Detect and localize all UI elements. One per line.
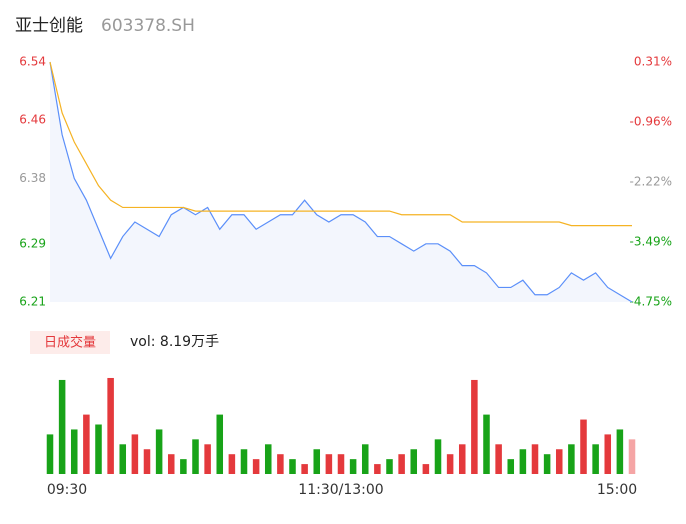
volume-bar — [543, 454, 551, 474]
volume-bar — [192, 439, 199, 474]
volume-bar — [167, 454, 175, 474]
volume-bar — [604, 434, 612, 474]
volume-bar — [46, 434, 54, 474]
volume-bar — [434, 439, 442, 474]
average-line — [49, 61, 632, 227]
y-tick-label: 6.54 — [19, 55, 46, 69]
volume-bar — [216, 414, 224, 474]
volume-bar — [458, 444, 466, 474]
volume-bar — [95, 424, 102, 474]
volume-title: 日成交量 — [44, 335, 96, 351]
volume-bar — [471, 379, 478, 474]
volume-bar — [446, 454, 454, 474]
volume-bar — [325, 454, 333, 474]
x-tick-label: 09:30 — [47, 482, 87, 498]
volume-bar — [155, 429, 163, 474]
volume-bar — [277, 454, 284, 474]
volume-bar — [531, 444, 539, 474]
volume-bar — [143, 449, 151, 474]
volume-bar — [337, 454, 345, 474]
volume-bar — [70, 429, 78, 474]
volume-bar — [264, 444, 272, 474]
volume-bar — [289, 459, 296, 474]
volume-bar — [507, 459, 515, 474]
volume-bar — [495, 444, 502, 474]
volume-bar — [410, 449, 418, 474]
volume-bar — [119, 444, 127, 474]
volume-bar — [349, 459, 357, 474]
volume-bar — [628, 439, 636, 474]
volume-bar — [252, 459, 260, 474]
volume-badge — [30, 331, 110, 354]
y-tick-label: 6.46 — [19, 113, 46, 127]
volume-bar — [131, 434, 139, 474]
volume-bar — [58, 379, 66, 474]
volume-bar — [228, 454, 236, 474]
volume-bar — [204, 444, 211, 474]
volume-bar — [361, 444, 369, 474]
volume-bar — [107, 377, 114, 474]
volume-bar — [374, 464, 381, 474]
y-tick-label: 6.21 — [19, 295, 46, 309]
volume-bar — [398, 454, 405, 474]
y-tick-label: 6.38 — [19, 171, 46, 185]
volume-bar — [519, 449, 527, 474]
volume-bar — [386, 459, 393, 474]
volume-total: vol: 8.19万手 — [130, 334, 219, 350]
volume-bar — [555, 449, 563, 474]
volume-bar — [422, 464, 430, 474]
y-tick-label: 6.29 — [19, 236, 46, 250]
stock-code: 603378.SH — [101, 16, 195, 36]
volume-bar — [483, 414, 490, 474]
y2-tick-label: -0.96% — [630, 115, 672, 129]
price-line — [49, 61, 633, 303]
x-tick-label: 11:30/13:00 — [298, 482, 383, 498]
x-tick-label: 15:00 — [597, 482, 637, 498]
volume-bar — [580, 419, 587, 474]
volume-bar — [240, 449, 248, 474]
y2-tick-label: -2.22% — [630, 175, 672, 189]
y2-tick-label: -4.75% — [630, 295, 672, 309]
volume-bar — [83, 414, 90, 474]
volume-bar — [180, 459, 187, 474]
volume-bar — [568, 444, 575, 474]
y2-tick-label: -3.49% — [630, 235, 672, 249]
y2-tick-label: 0.31% — [634, 55, 672, 69]
volume-bar — [313, 449, 321, 474]
price-area — [50, 62, 632, 302]
volume-bar — [301, 464, 308, 474]
volume-bar — [616, 429, 624, 474]
stock-name: 亚士创能 — [15, 16, 83, 36]
volume-bar — [592, 444, 599, 474]
